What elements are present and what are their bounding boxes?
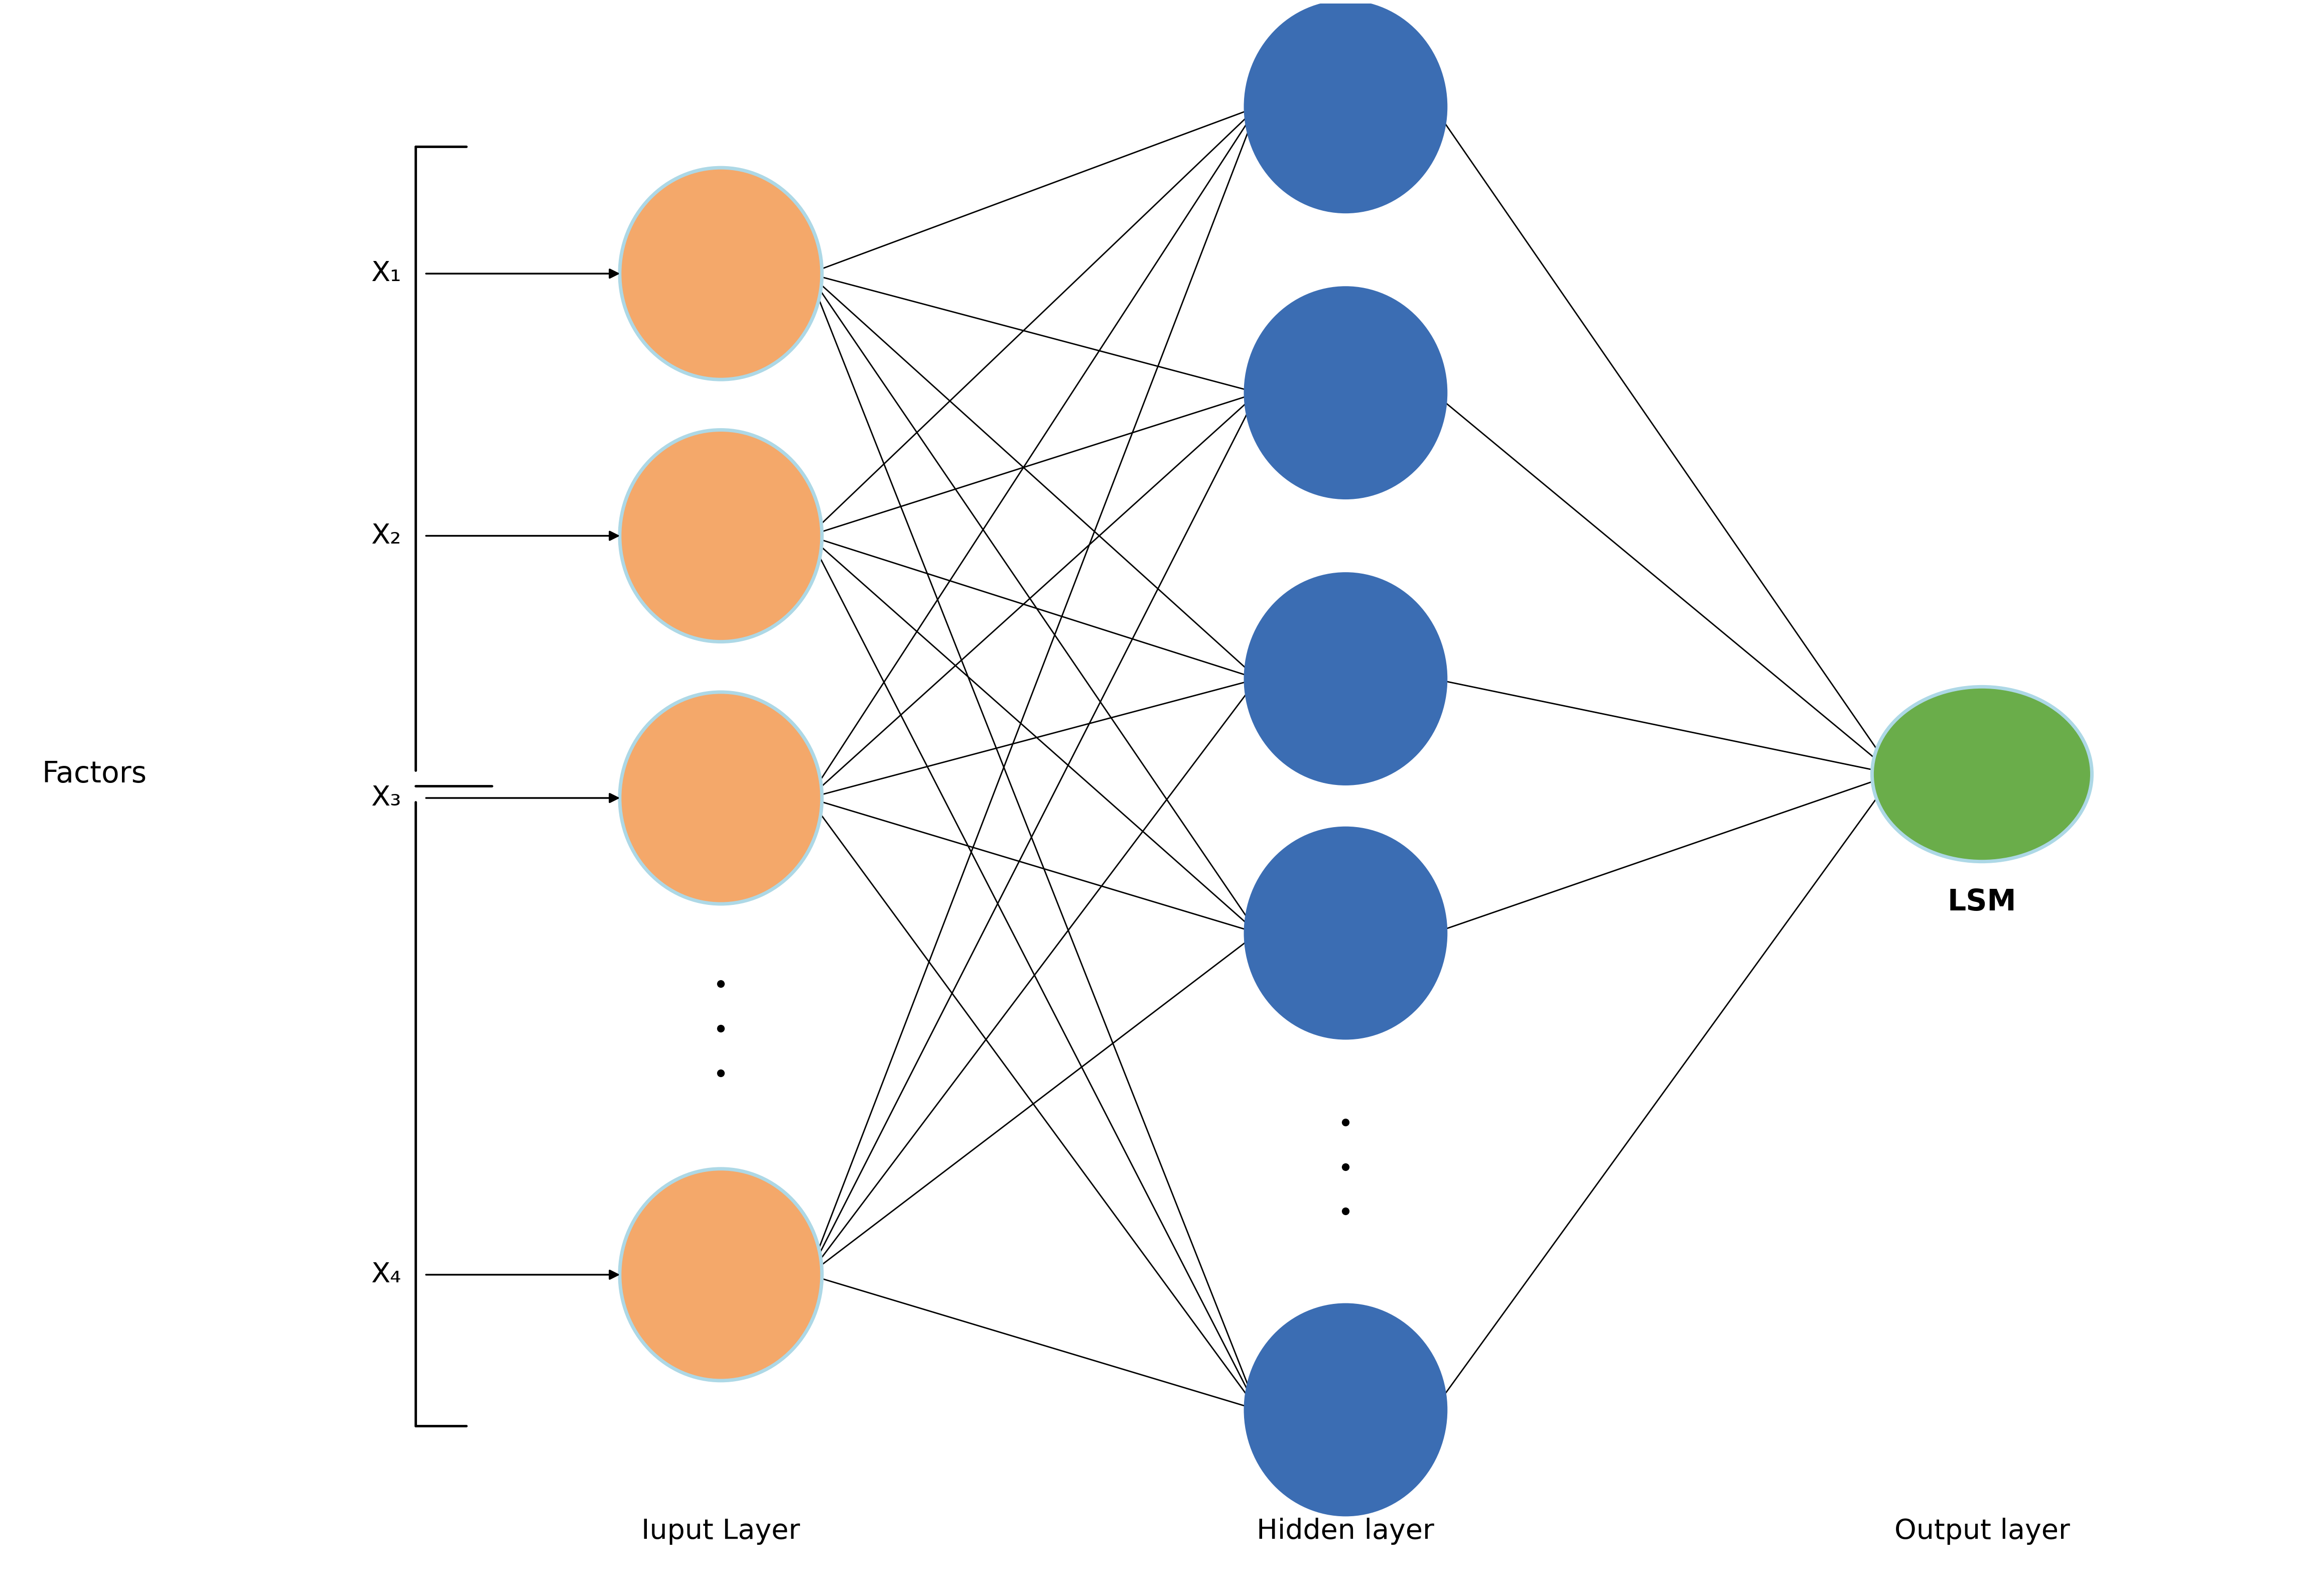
Ellipse shape [620,429,822,642]
Ellipse shape [1244,1304,1446,1516]
Text: X₂: X₂ [371,522,402,549]
Ellipse shape [1244,2,1446,212]
Ellipse shape [620,1168,822,1381]
Text: Output layer: Output layer [1894,1518,2070,1545]
Ellipse shape [1244,287,1446,498]
Ellipse shape [620,168,822,380]
Text: X₃: X₃ [371,785,402,811]
Text: X₄: X₄ [371,1261,402,1288]
Text: Factors: Factors [42,760,146,788]
Ellipse shape [1244,827,1446,1039]
Text: X₁: X₁ [371,260,402,287]
Ellipse shape [1244,573,1446,785]
Ellipse shape [620,693,822,903]
Text: LSM: LSM [1947,887,2017,916]
Ellipse shape [1873,686,2091,862]
Text: Hidden layer: Hidden layer [1258,1518,1434,1545]
Text: Iuput Layer: Iuput Layer [641,1518,801,1545]
